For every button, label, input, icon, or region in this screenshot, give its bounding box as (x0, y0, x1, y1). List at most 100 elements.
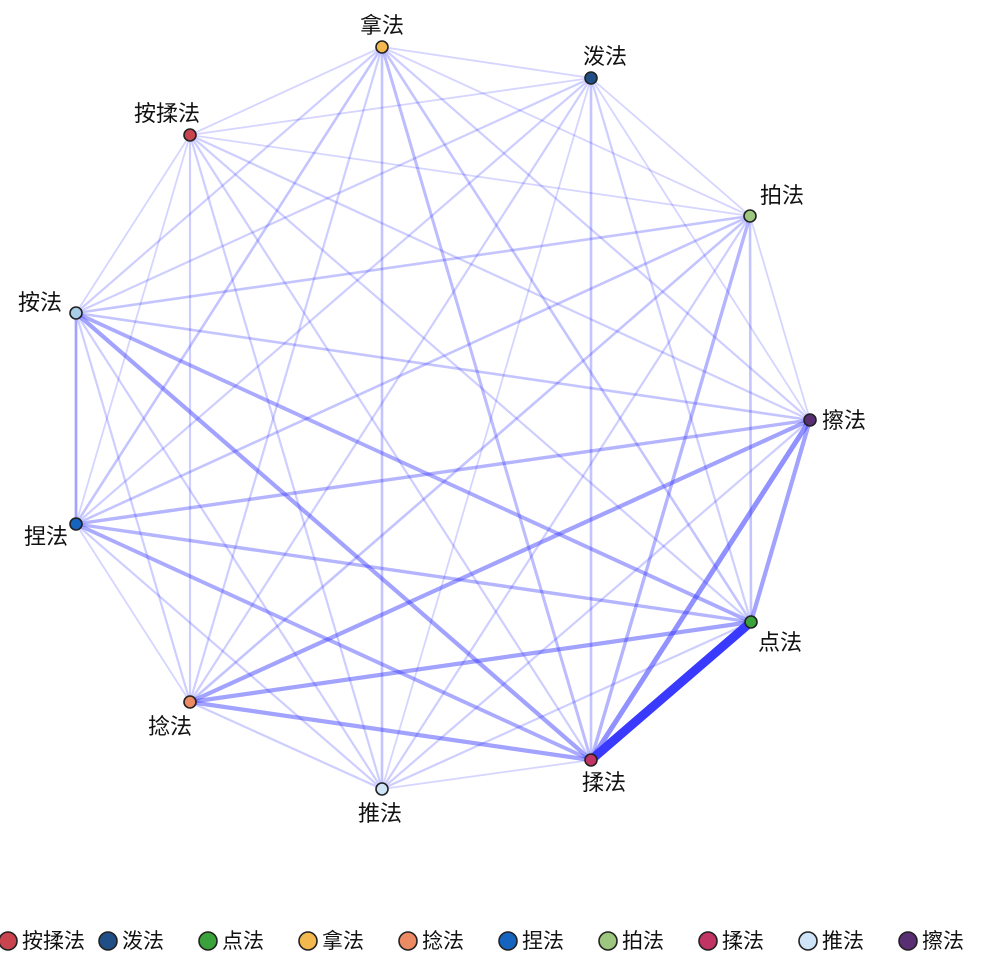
edge-anrou-pai (189, 134, 751, 217)
node-marker-pai (743, 209, 757, 223)
legend-swatch (98, 931, 118, 951)
edge-an-tui (74, 311, 384, 791)
node-label-dian: 点法 (758, 631, 802, 656)
edge-an-na (74, 45, 384, 315)
node-an: 按法 (18, 291, 83, 320)
edge-anrou-tui (188, 133, 384, 791)
node-label-an: 按法 (18, 291, 62, 316)
edge-an-pai (74, 214, 752, 315)
edge-anrou-na (189, 46, 383, 136)
legend-swatch (298, 931, 318, 951)
legend-swatch (498, 931, 518, 951)
edge-rou-pai (589, 214, 752, 762)
legend-item-1: 泼法 (98, 929, 164, 953)
edge-nian-ca (187, 417, 813, 705)
edge-na-bo (381, 46, 592, 79)
edge-nie-nian (75, 523, 191, 703)
edge-nie-dian (74, 522, 753, 624)
legend-item-0: 按揉法 (0, 929, 85, 953)
legend-item-7: 揉法 (698, 929, 764, 953)
node-label-na: 拿法 (360, 13, 404, 39)
legend-label: 拿法 (322, 929, 364, 953)
edge-anrou-nie (75, 134, 191, 525)
edge-tui-rou (381, 759, 592, 790)
node-nie: 捏法 (24, 517, 83, 550)
legend-label: 揉法 (722, 929, 764, 953)
edge-rou-dian (586, 617, 756, 765)
edge-nian-rou (187, 699, 594, 763)
node-tui: 推法 (358, 782, 402, 827)
edge-nian-dian (187, 619, 754, 705)
edge-bo-pai (590, 77, 751, 217)
edge-nian-bo (188, 76, 593, 704)
edge-an-nian (74, 311, 192, 704)
legend-label: 拍法 (622, 929, 664, 953)
legend-item-9: 擦法 (898, 929, 964, 953)
edge-nie-rou (74, 522, 593, 762)
legend-swatch (698, 931, 718, 951)
edge-pai-ca (749, 215, 811, 421)
node-marker-ca (803, 413, 817, 427)
node-label-pai: 拍法 (760, 184, 804, 209)
legend-swatch (798, 931, 818, 951)
node-marker-na (375, 40, 389, 54)
edge-an-bo (74, 76, 593, 315)
edge-bo-nie (74, 76, 593, 526)
edge-tui-dian (380, 620, 753, 791)
node-na: 拿法 (360, 13, 404, 54)
edge-na-dian (380, 45, 753, 624)
legend-label: 泼法 (122, 929, 164, 953)
legend-item-4: 捻法 (398, 929, 464, 953)
edge-an-ca (74, 311, 812, 422)
legend-label: 推法 (822, 929, 864, 953)
legend-item-8: 推法 (798, 929, 864, 953)
node-label-rou: 揉法 (582, 771, 626, 796)
edge-na-pai (381, 46, 751, 217)
edge-tui-pai (380, 214, 752, 791)
edge-layer (73, 45, 813, 791)
node-marker-nian (183, 695, 197, 709)
edge-bo-dian (589, 76, 753, 624)
edge-anrou-rou (188, 133, 593, 762)
edge-nian-tui (188, 700, 384, 791)
node-marker-nie (69, 517, 83, 531)
legend-label: 按揉法 (22, 929, 85, 953)
node-bo: 泼法 (583, 45, 627, 85)
edge-nie-na (74, 45, 384, 526)
edge-an-dian (74, 311, 753, 624)
edge-nie-pai (74, 214, 752, 526)
legend-item-2: 点法 (198, 929, 264, 953)
node-marker-rou (584, 753, 598, 767)
edge-an-rou (73, 310, 594, 763)
legend-label: 擦法 (922, 929, 964, 953)
legend-swatch (598, 931, 618, 951)
edge-pai-dian (748, 214, 753, 624)
legend-label: 点法 (222, 929, 264, 953)
node-ca: 擦法 (803, 409, 866, 434)
node-marker-anrou (183, 128, 197, 142)
legend-swatch (198, 931, 218, 951)
node-nian: 捻法 (148, 695, 197, 740)
node-label-nian: 捻法 (148, 715, 192, 740)
legend: 按揉法 泼法 点法 拿法 捻法 捏法 拍法 揉法 推法 擦法 (0, 929, 964, 953)
node-label-ca: 擦法 (822, 409, 866, 434)
edge-rou-ca (588, 417, 813, 763)
edge-anrou-bo (189, 77, 592, 136)
node-marker-dian (744, 615, 758, 629)
legend-item-5: 捏法 (498, 929, 564, 953)
edge-na-rou (380, 45, 593, 762)
node-rou: 揉法 (582, 753, 626, 796)
legend-swatch (898, 931, 918, 951)
edge-anrou-an (75, 134, 191, 314)
edge-nian-na (188, 45, 384, 704)
edge-nian-pai (188, 214, 752, 704)
legend-label: 捻法 (422, 929, 464, 953)
edge-tui-ca (380, 418, 812, 791)
edge-anrou-ca (188, 133, 812, 422)
edge-bo-tui (381, 77, 592, 790)
node-label-nie: 捏法 (24, 525, 68, 550)
node-anrou: 按揉法 (134, 102, 200, 142)
node-label-bo: 泼法 (583, 45, 627, 70)
node-dian: 点法 (744, 615, 802, 656)
